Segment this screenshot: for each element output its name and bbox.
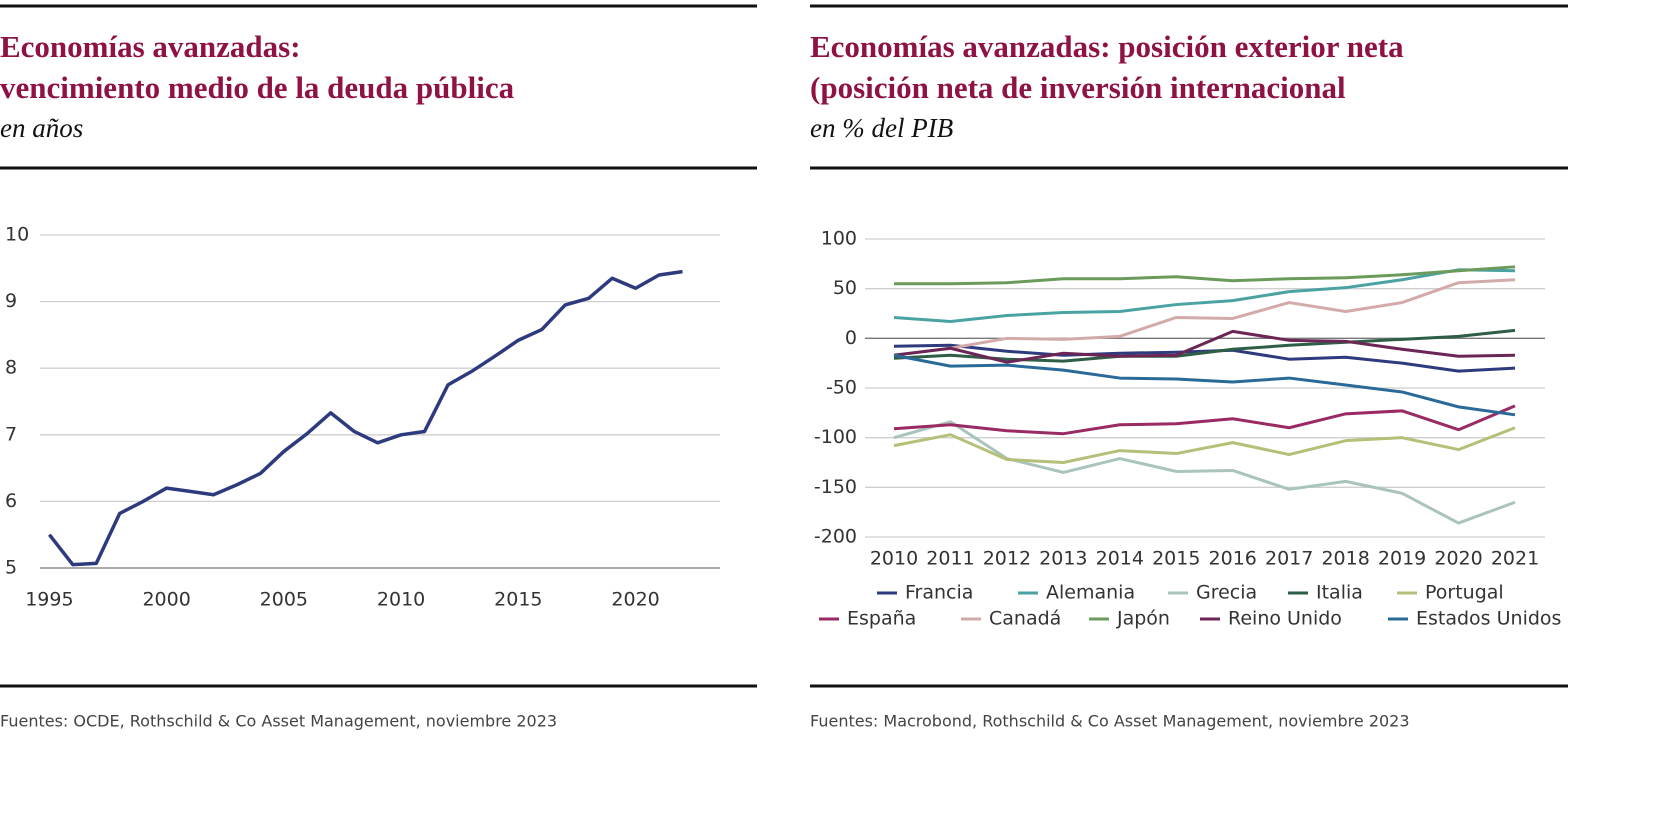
x-tick-label: 2010 [377,589,425,611]
source: Fuentes: Macrobond, Rothschild & Co Asse… [810,712,1410,731]
x-tick-label: 2011 [926,548,974,570]
x-tick-label: 2010 [870,548,918,570]
x-tick-label: 2012 [983,548,1031,570]
legend-label: España [847,608,916,630]
chart-subtitle: en % del PIB [810,113,953,143]
source: Fuentes: OCDE, Rothschild & Co Asset Man… [0,712,557,731]
series-line [893,420,1516,525]
x-tick-label: 2020 [611,589,659,611]
line [48,269,683,567]
chart-subtitle: en años [0,113,83,143]
x-tick-label: 2014 [1096,548,1144,570]
series-line [893,278,1516,357]
legend-label: Japón [1116,608,1170,630]
y-tick-label: 8 [5,357,17,379]
chart-title: Economías avanzadas: [0,29,301,64]
x-tick-label: 2013 [1039,548,1087,570]
legend-label: Canadá [989,608,1061,630]
y-tick-label: 7 [5,423,17,445]
y-tick-label: 9 [5,290,17,312]
chart-title: (posición neta de inversión internaciona… [810,70,1346,105]
x-tick-label: 2005 [260,589,308,611]
chart-title: Economías avanzadas: posición exterior n… [810,29,1404,64]
series-line [893,329,1516,364]
legend-label: Alemania [1046,582,1135,604]
series-line [893,353,1516,417]
y-tick-label: -100 [814,426,857,448]
legend-label: Reino Unido [1228,608,1342,630]
series-line [894,265,1516,286]
legend-label: Estados Unidos [1416,608,1561,630]
y-tick-label: 10 [5,224,29,246]
series-line [893,404,1516,436]
series-line [893,426,1516,464]
y-tick-label: 0 [845,327,857,349]
x-tick-label: 2018 [1321,548,1369,570]
y-tick-label: -150 [814,476,857,498]
legend-label: Grecia [1196,582,1257,604]
y-tick-label: -50 [826,377,857,399]
x-tick-label: 2015 [494,589,542,611]
x-tick-label: 2017 [1265,548,1313,570]
y-tick-label: 6 [5,490,17,512]
y-tick-label: 100 [821,228,857,250]
chart-title: vencimiento medio de la deuda pública [0,70,515,105]
y-tick-label: -200 [814,526,857,548]
series-line [893,268,1516,323]
x-tick-label: 2000 [142,589,190,611]
legend-label: Italia [1316,582,1363,604]
x-tick-label: 2020 [1434,548,1482,570]
y-tick-label: 50 [833,277,857,299]
x-tick-label: 2019 [1378,548,1426,570]
y-tick-label: 5 [5,557,17,579]
x-tick-label: 2016 [1209,548,1257,570]
x-tick-label: 1995 [25,589,73,611]
x-tick-label: 2015 [1152,548,1200,570]
legend-label: Francia [905,582,973,604]
x-tick-label: 2021 [1491,548,1539,570]
legend-label: Portugal [1425,582,1504,604]
